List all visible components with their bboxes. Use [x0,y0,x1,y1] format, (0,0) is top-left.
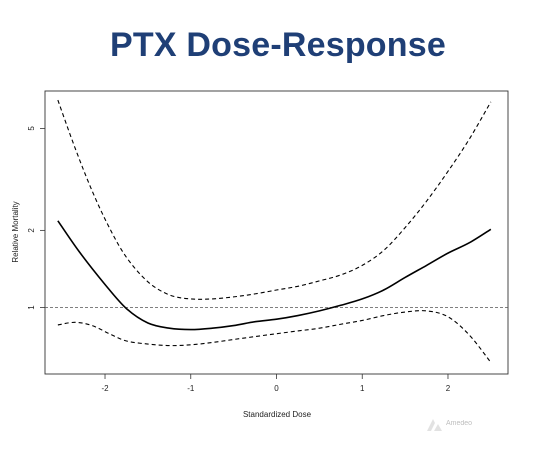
watermark-logo-icon [427,419,442,431]
x-tick-label: -2 [101,384,109,393]
y-tick-label: 1 [27,305,36,310]
x-tick-label: -1 [187,384,195,393]
estimate-line [57,220,492,331]
upper-ci-line [57,99,492,300]
axis-layer: -2 -1 0 1 2 1 2 5 [27,126,451,393]
x-axis-title: Standardized Dose [243,410,312,419]
x-tick-label: 1 [360,384,365,393]
plot-frame [44,90,509,375]
lower-ci-line [57,310,492,363]
series-layer [57,99,492,363]
watermark-logo-text: Amedeo [446,420,473,427]
y-tick-label: 2 [27,228,36,233]
y-tick-label: 5 [27,126,36,131]
x-tick-label: 0 [274,384,279,393]
x-tick-label: 2 [446,384,451,393]
y-axis-title: Relative Mortality [11,201,20,262]
slide-title: PTX Dose-Response [110,26,446,64]
